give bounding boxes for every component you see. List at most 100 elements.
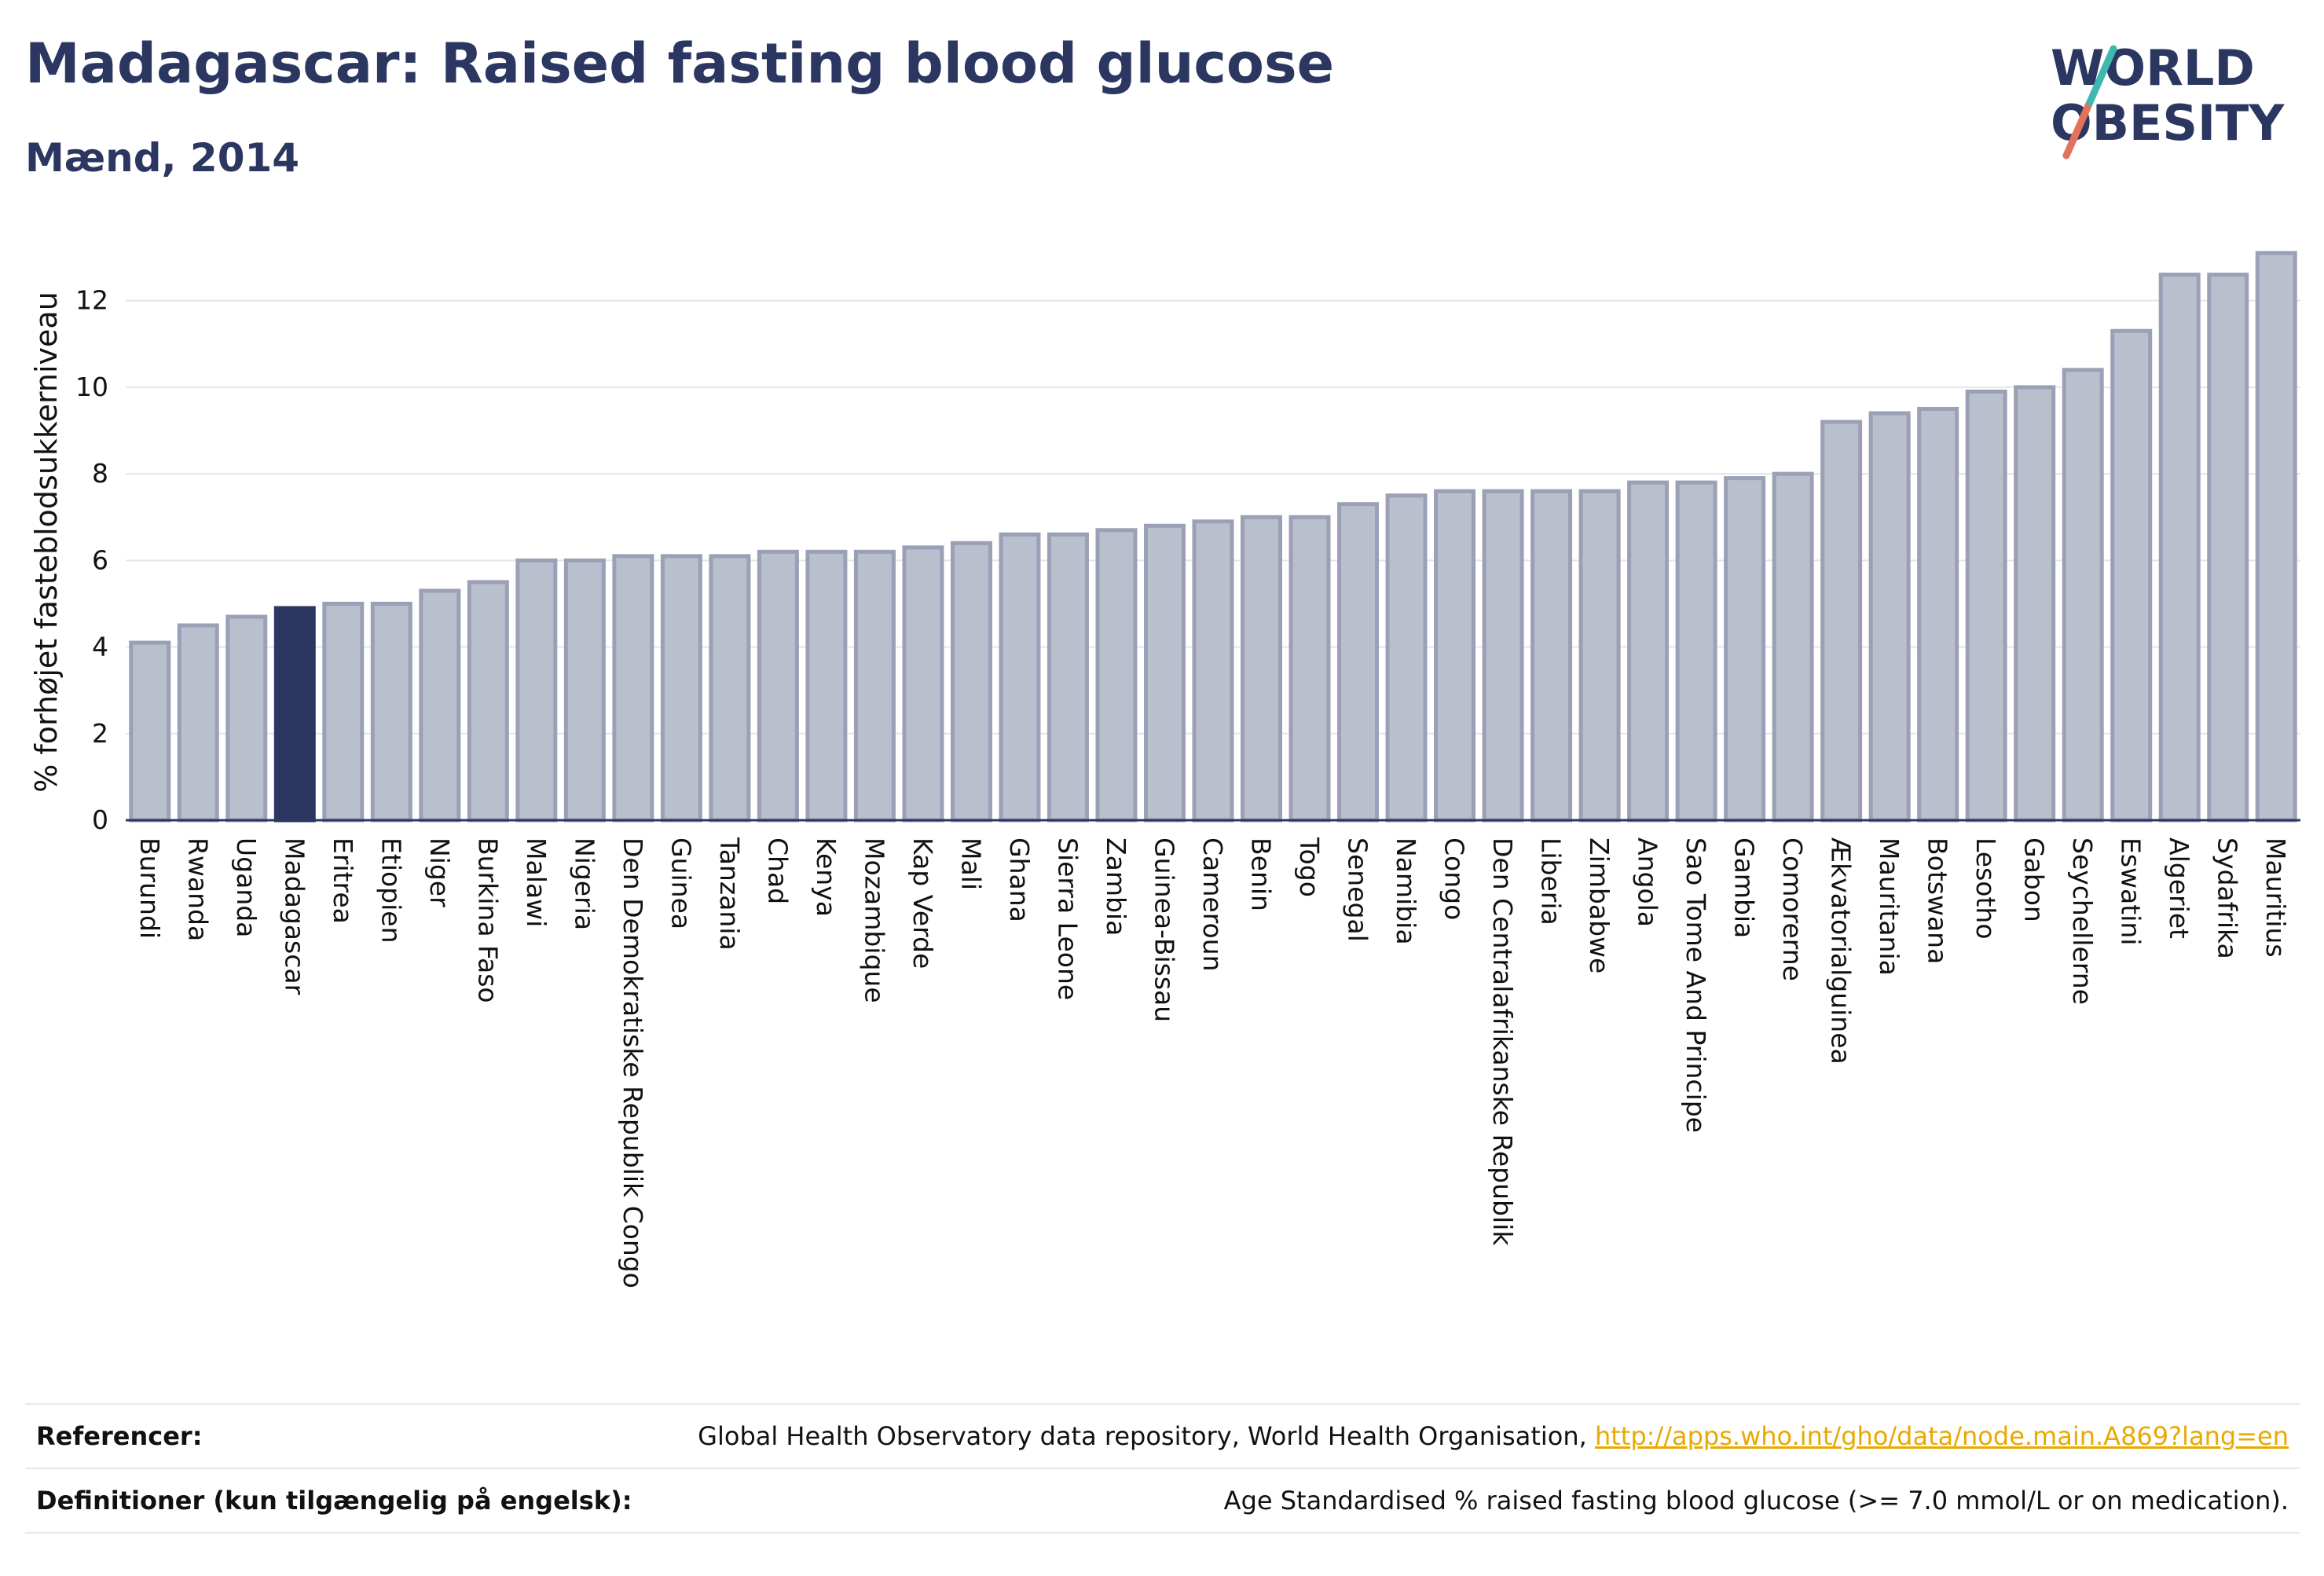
bar-chart: 0 2 4 6 8 10 12 Burundi Rwanda Uganda Madagascar Er… <box>29 251 2300 1288</box>
x-tick-label: Uganda <box>231 837 262 937</box>
x-tick-label: Guinea-Bissau <box>1149 837 1179 1022</box>
references-value: Global Health Observatory data repositor… <box>698 1421 2300 1451</box>
bar-highlight <box>273 606 316 823</box>
footer: Referencer: Global Health Observatory da… <box>25 1403 2300 1537</box>
y-axis-label: % forhøjet fasteblodsukkerniveau <box>29 291 64 793</box>
bar <box>999 532 1041 823</box>
x-tick-label: Zimbabwe <box>1584 837 1615 973</box>
bar <box>1482 489 1524 823</box>
bars <box>129 251 2297 823</box>
bar <box>129 640 171 823</box>
bar <box>1917 406 1959 823</box>
definitions-value: Age Standardised % raised fasting blood … <box>1223 1486 2289 1516</box>
x-tick-label: Rwanda <box>182 837 213 941</box>
bar <box>853 549 896 823</box>
bar <box>419 588 461 823</box>
bar <box>515 558 558 823</box>
x-tick-label: Sierra Leone <box>1052 837 1083 1000</box>
x-tick-label: Congo <box>1439 837 1470 920</box>
x-tick-label: Sydafrika <box>2212 837 2243 959</box>
bar <box>1192 519 1234 823</box>
x-tick-label: Burkina Faso <box>472 837 503 1003</box>
bar <box>902 545 944 823</box>
x-tick-label: Zambia <box>1101 837 1131 936</box>
x-tick-label: Niger <box>424 837 455 907</box>
x-tick-label: Den Centralafrikanske Republik <box>1487 837 1518 1246</box>
bar <box>1434 489 1476 823</box>
axes: 0 2 4 6 8 10 12 Burundi Rwanda Uganda Madagascar Er… <box>75 285 2300 1288</box>
bar <box>370 601 412 823</box>
x-tick-label: Eritrea <box>328 837 358 924</box>
bar <box>950 541 992 823</box>
bar <box>2207 273 2249 823</box>
bar <box>1288 515 1331 823</box>
bar <box>2062 368 2104 823</box>
bar <box>1241 515 1283 823</box>
x-tick-label: Ækvatorialguinea <box>1826 837 1857 1065</box>
bar <box>1724 476 1766 823</box>
references-row: Referencer: Global Health Observatory da… <box>25 1403 2300 1468</box>
bar <box>660 554 702 823</box>
x-tick-label: Mali <box>955 837 986 890</box>
references-label: Referencer: <box>36 1421 203 1451</box>
x-tick-label: Guinea <box>665 837 696 929</box>
references-link[interactable]: http://apps.who.int/gho/data/node.main.A… <box>1594 1421 2289 1451</box>
definitions-row: Definitioner (kun tilgængelig på engelsk… <box>25 1468 2300 1534</box>
x-tick-label: Liberia <box>1536 837 1567 925</box>
bar <box>805 549 848 823</box>
bar <box>2110 328 2153 823</box>
x-tick-label: Burundi <box>134 837 165 939</box>
y-tick-label: 8 <box>92 458 108 489</box>
bar <box>2014 385 2056 823</box>
bar <box>1047 532 1089 823</box>
x-tick-label: Ghana <box>1004 837 1035 922</box>
logo-slash-coral <box>2062 98 2094 159</box>
references-text: Global Health Observatory data repositor… <box>698 1421 1595 1451</box>
y-tick-label: 12 <box>75 285 108 316</box>
bar <box>1675 480 1717 823</box>
x-tick-label: Kenya <box>811 837 841 917</box>
bar <box>1772 471 1814 823</box>
bar <box>1578 489 1621 823</box>
bar <box>1143 523 1186 823</box>
bar <box>225 614 268 823</box>
y-tick-label: 6 <box>92 544 108 575</box>
x-tick-label: Senegal <box>1343 837 1373 942</box>
bar <box>467 580 509 823</box>
x-tick-label: Angola <box>1633 837 1663 927</box>
x-tick-label: Comorerne <box>1777 837 1808 981</box>
y-tick-label: 4 <box>92 632 108 662</box>
x-tick-label: Algeriet <box>2164 837 2194 939</box>
x-tick-label: Kap Verde <box>907 837 938 969</box>
logo-line1: WORLD <box>2051 39 2255 97</box>
x-tick-label: Mozambique <box>859 837 889 1003</box>
x-tick-label: Seychellerne <box>2067 837 2098 1005</box>
x-tick-label: Gabon <box>2019 837 2050 922</box>
logo-slash-teal <box>2086 45 2117 106</box>
bar <box>322 601 365 823</box>
x-tick-label: Benin <box>1246 837 1277 911</box>
bar <box>1820 420 1863 823</box>
x-tick-label: Botswana <box>1923 837 1953 964</box>
x-tick-label: Eswatini <box>2116 837 2146 945</box>
bar <box>1337 502 1380 823</box>
x-tick-label: Cameroun <box>1197 837 1228 972</box>
x-tick-label: Gambia <box>1729 837 1760 938</box>
bar <box>1965 389 2007 823</box>
bar <box>1385 493 1428 823</box>
bar <box>2158 273 2201 823</box>
bar <box>709 554 751 823</box>
definitions-label: Definitioner (kun tilgængelig på engelsk… <box>36 1486 632 1516</box>
x-tick-label: Madagascar <box>279 837 310 995</box>
y-tick-label: 0 <box>92 804 108 835</box>
x-tick-label: Mauritania <box>1874 837 1904 976</box>
x-tick-label: Den Demokratiske Republik Congo <box>618 837 648 1288</box>
x-tick-label: Namibia <box>1391 837 1421 945</box>
bar <box>1868 411 1911 823</box>
x-tick-label: Chad <box>762 837 793 904</box>
y-tick-label: 10 <box>75 372 108 402</box>
bar <box>612 554 654 823</box>
bar <box>563 558 606 823</box>
bar <box>1627 480 1670 823</box>
x-tick-label: Tanzania <box>714 837 745 951</box>
